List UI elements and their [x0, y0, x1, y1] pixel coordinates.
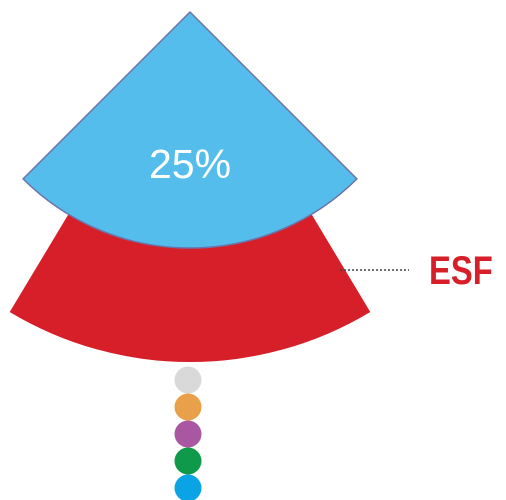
blue-slice-shape [22, 11, 358, 249]
legend-dot [174, 393, 202, 421]
red-ring-segment [9, 192, 371, 363]
legend-dot [174, 420, 202, 448]
legend-dot [174, 474, 202, 500]
legend-dot [174, 366, 202, 394]
red-band-shape [9, 192, 371, 363]
dot-stack [174, 366, 202, 500]
blue-pie-slice [22, 11, 358, 249]
slice-value-label: 25% [149, 141, 231, 187]
callout-label: ESF [429, 248, 493, 293]
legend-dot [174, 447, 202, 475]
